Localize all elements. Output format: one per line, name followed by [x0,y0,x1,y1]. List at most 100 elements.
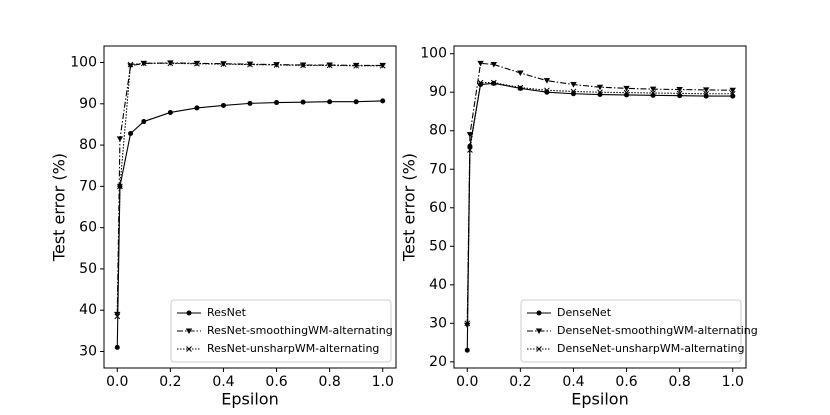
y-axis-label: Test error (%) [50,153,69,262]
data-point [467,143,473,149]
y-tick-label: 90 [79,96,97,112]
data-point [517,84,524,91]
y-tick-label: 100 [420,46,447,62]
data-point [676,90,683,97]
data-point [380,98,386,104]
y-tick-label: 50 [79,261,97,277]
x-tick-label: 0.6 [615,374,637,390]
data-point [467,147,473,153]
x-tick-label: 0.4 [212,374,234,390]
x-tick-label: 0.0 [106,374,128,390]
data-point [300,62,306,69]
y-tick-label: 30 [429,315,447,331]
x-tick-label: 1.0 [372,374,394,390]
data-point [570,82,577,88]
data-point [466,132,474,138]
data-point [477,60,484,67]
data-point [114,311,121,318]
data-point [127,61,134,68]
data-point [650,90,656,96]
data-point [140,60,147,67]
data-point [464,322,471,329]
x-tick-label: 0.8 [669,374,691,390]
data-point [623,85,630,92]
data-point [490,79,497,86]
data-point [676,87,683,93]
plot-frame [103,45,397,369]
x-tick-label: 0.2 [509,374,531,390]
x-axis-label: Epsilon [571,390,628,409]
x-tick-label: 0.8 [319,374,341,390]
data-point [116,136,124,142]
legend-marker [536,346,542,352]
series-line [116,62,383,315]
data-point [623,89,630,96]
legend-box [520,299,742,363]
legend-box [170,299,392,363]
y-axis-label: Test error (%) [400,153,419,262]
data-point [274,100,280,106]
x-tick-label: 1.0 [722,374,744,390]
legend-label: DenseNet-smoothingWM-alternating [557,324,758,337]
y-tick-label: 90 [429,84,447,100]
legend-marker [186,310,192,316]
data-point [300,99,306,105]
data-point [247,100,253,106]
y-tick-label: 20 [429,354,447,370]
data-point [729,87,736,94]
data-point [167,60,174,67]
data-point [114,344,120,350]
y-tick-label: 100 [70,55,97,71]
data-point [167,109,173,115]
legend-label: ResNet-smoothingWM-alternating [207,324,393,337]
data-point [491,80,497,86]
plot-frame [453,45,747,369]
y-tick-label: 80 [79,137,97,153]
data-point [194,105,200,111]
data-point [477,79,484,86]
data-point [117,183,123,190]
y-tick-label: 30 [79,343,97,359]
series-line [466,82,733,324]
data-point [517,70,524,76]
data-point [114,313,121,320]
data-point [379,62,386,69]
data-point [490,61,498,68]
data-point [220,102,226,108]
data-point [128,131,134,137]
legend-label: DenseNet [557,306,612,319]
y-tick-label: 40 [79,302,97,318]
data-point [597,89,603,96]
data-point [220,61,227,68]
data-point [596,84,604,91]
legend-label: ResNet [207,306,247,319]
data-point [127,63,134,69]
x-tick-label: 0.0 [456,374,478,390]
data-point [194,60,200,67]
x-tick-label: 0.2 [159,374,181,390]
legend-label: ResNet-unsharpWM-alternating [207,342,379,355]
data-point [327,99,333,105]
data-point [570,88,577,95]
legend-marker [535,328,543,334]
data-point [649,86,657,93]
y-tick-label: 80 [429,123,447,139]
y-tick-label: 70 [79,178,97,194]
data-point [326,62,333,69]
data-point [273,62,280,68]
legend-marker [536,310,542,316]
legend-label: DenseNet-unsharpWM-alternating [557,342,744,355]
data-point [702,87,710,93]
y-tick-label: 40 [429,277,447,293]
y-tick-label: 60 [79,220,97,236]
y-tick-label: 70 [429,161,447,177]
data-point [353,62,360,69]
data-point [247,61,253,68]
series-line [466,62,733,326]
data-point [729,90,736,97]
data-point [464,347,470,353]
data-point [141,119,147,125]
y-tick-label: 50 [429,238,447,254]
data-point [353,99,359,105]
